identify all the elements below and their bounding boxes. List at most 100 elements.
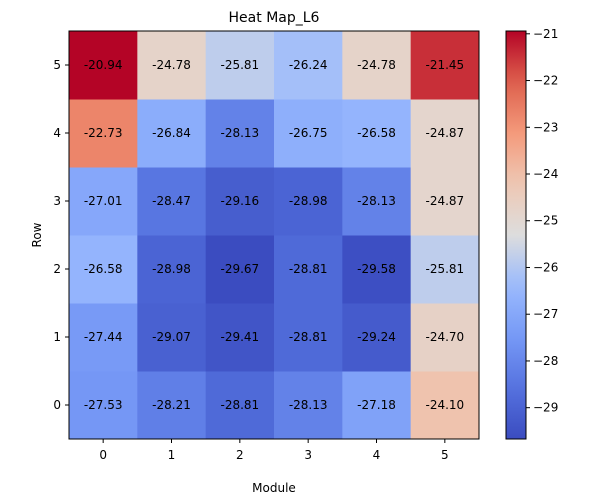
cell-value-label: -28.98 [289,194,328,208]
heatmap-cell [410,371,480,440]
chart-title: Heat Map_L6 [229,10,320,26]
y-tick-label: 5 [53,58,61,72]
y-tick-label: 1 [53,330,61,344]
heatmap-cell [137,31,207,100]
cell-value-label: -29.24 [357,330,396,344]
colorbar-tick-label: −28 [533,354,558,368]
heatmap-cell [274,31,343,100]
cell-value-label: -27.44 [84,330,123,344]
cell-value-label: -22.73 [84,126,123,140]
heatmap-cell [342,235,412,304]
colorbar [505,30,527,440]
colorbar-tick-label: −24 [533,167,558,181]
cell-value-label: -26.84 [152,126,191,140]
y-tick-label: 3 [53,194,61,208]
cell-value-label: -24.78 [357,58,396,72]
heatmap-cell [410,99,480,168]
cell-value-label: -29.41 [220,330,259,344]
heatmap-cell [69,235,138,304]
cell-value-label: -26.58 [84,262,123,276]
cell-value-label: -24.87 [425,194,464,208]
cell-value-label: -24.70 [425,330,464,344]
heatmap-cell [410,31,480,100]
cell-value-label: -27.53 [84,398,123,412]
heatmap-cells [69,31,480,440]
colorbar-tick-label: −25 [533,214,558,228]
heatmap-cell [205,371,275,440]
heatmap-cell [342,371,412,440]
x-axis: 0 1 2 3 4 5 [99,439,449,462]
heatmap-cell [69,303,138,372]
heatmap-cell [137,303,207,372]
x-tick-label: 3 [304,448,312,462]
heatmap-cell [137,99,207,168]
y-tick-label: 0 [53,398,61,412]
colorbar-tick-label: −23 [533,120,558,134]
cell-value-label: -27.01 [84,194,123,208]
heatmap-cell [410,167,480,236]
x-tick-label: 5 [441,448,449,462]
heatmap-cell [274,303,343,372]
heatmap-cell [410,303,480,372]
cell-value-label: -25.81 [220,58,259,72]
heatmap-cell [342,31,412,100]
x-tick-label: 4 [373,448,381,462]
heatmap-cell [342,99,412,168]
heatmap-cell [342,303,412,372]
colorbar-tick-label: −26 [533,260,558,274]
cell-value-label: -29.67 [220,262,259,276]
cell-value-label: -29.16 [220,194,259,208]
colorbar-axis: −21 −22 −23 −24 −25 −26 −27 −28 −29 [526,27,558,415]
cell-value-label: -26.24 [289,58,328,72]
heatmap-cell-labels: -27.53 -28.21 -28.81 -28.13 -27.18 -24.10 -27.… [84,58,464,412]
heatmap-cell [69,167,138,236]
x-tick-label: 0 [99,448,107,462]
y-tick-label: 2 [53,262,61,276]
x-tick-label: 1 [168,448,176,462]
heatmap-cell [274,371,343,440]
cell-value-label: -29.58 [357,262,396,276]
cell-value-label: -28.81 [220,398,259,412]
cell-value-label: -28.47 [152,194,191,208]
colorbar-tick-label: −27 [533,307,558,321]
y-axis-label: Row [30,222,44,247]
colorbar-tick-label: −21 [533,27,558,41]
colorbar-tick-label: −22 [533,74,558,88]
heatmap-cell [137,235,207,304]
cell-value-label: -21.45 [425,58,464,72]
cell-value-label: -28.13 [220,126,259,140]
cell-value-label: -28.81 [289,262,328,276]
cell-value-label: -28.13 [357,194,396,208]
cell-value-label: -24.78 [152,58,191,72]
heatmap-cell [69,99,138,168]
heatmap-cell [274,99,343,168]
cell-value-label: -27.18 [357,398,396,412]
heatmap-cell [205,303,275,372]
heatmap-cell [205,235,275,304]
heatmap-cell [205,31,275,100]
heatmap-cell [137,371,207,440]
cell-value-label: -25.81 [425,262,464,276]
heatmap-cell [274,235,343,304]
heatmap-cell [69,31,138,100]
heatmap-cell [205,167,275,236]
cell-value-label: -26.75 [289,126,328,140]
cell-value-label: -26.58 [357,126,396,140]
heatmap-cell [205,99,275,168]
y-axis: 0 1 2 3 4 5 [53,58,69,412]
cell-value-label: -29.07 [152,330,191,344]
x-axis-label: Module [252,481,296,495]
heatmap-cell [137,167,207,236]
cell-value-label: -28.13 [289,398,328,412]
heatmap-cell [274,167,343,236]
cell-value-label: -24.10 [425,398,464,412]
colorbar-tick-label: −29 [533,401,558,415]
heatmap-cell [342,167,412,236]
cell-value-label: -28.21 [152,398,191,412]
plot-frame [68,30,480,440]
cell-value-label: -20.94 [84,58,123,72]
cell-value-label: -28.81 [289,330,328,344]
y-tick-label: 4 [53,126,61,140]
heatmap-cell [410,235,480,304]
